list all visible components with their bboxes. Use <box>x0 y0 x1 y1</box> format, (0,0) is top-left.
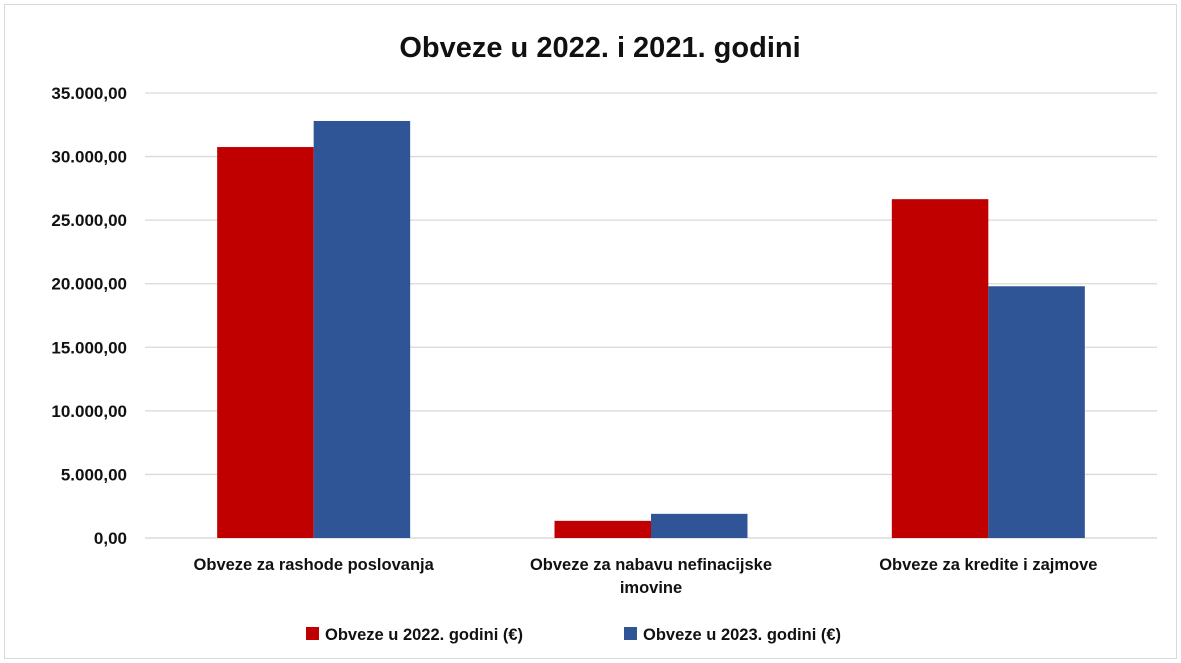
y-tick-label: 25.000,00 <box>51 211 127 230</box>
bar-2023-3 <box>988 286 1085 538</box>
bar-2022-2 <box>554 520 651 538</box>
x-axis-labels: Obveze za rashode poslovanja Obveze za na… <box>194 556 1098 597</box>
y-tick-label: 20.000,00 <box>51 275 127 294</box>
legend-swatch-2023 <box>624 627 637 640</box>
x-tick-label: Obveze za kredite i zajmove <box>879 556 1097 574</box>
y-tick-label: 10.000,00 <box>51 402 127 421</box>
y-tick-label: 5.000,00 <box>61 465 127 484</box>
bar-2023-2 <box>651 513 748 538</box>
bar-2023-1 <box>313 120 411 538</box>
x-tick-label: Obveze za rashode poslovanja <box>194 556 435 574</box>
y-tick-label: 30.000,00 <box>51 148 127 167</box>
y-tick-label: 15.000,00 <box>51 338 127 357</box>
bars <box>217 120 1085 539</box>
chart-title: Obveze u 2022. i 2021. godini <box>399 32 800 64</box>
bar-2022-3 <box>891 199 989 538</box>
legend-swatch-2022 <box>306 627 319 640</box>
y-axis-labels: 0,00 5.000,00 10.000,00 15.000,00 20.000,00 2… <box>51 84 127 548</box>
x-tick-label: imovine <box>620 579 682 597</box>
legend-label: Obveze u 2023. godini (€) <box>643 626 841 644</box>
legend-label: Obveze u 2022. godini (€) <box>325 626 523 644</box>
y-tick-label: 35.000,00 <box>51 84 127 103</box>
y-tick-label: 0,00 <box>94 529 127 548</box>
bar-2022-1 <box>217 147 314 539</box>
x-tick-label: Obveze za nabavu nefinacijske <box>530 556 772 574</box>
legend: Obveze u 2022. godini (€) Obveze u 2023. … <box>306 626 841 644</box>
